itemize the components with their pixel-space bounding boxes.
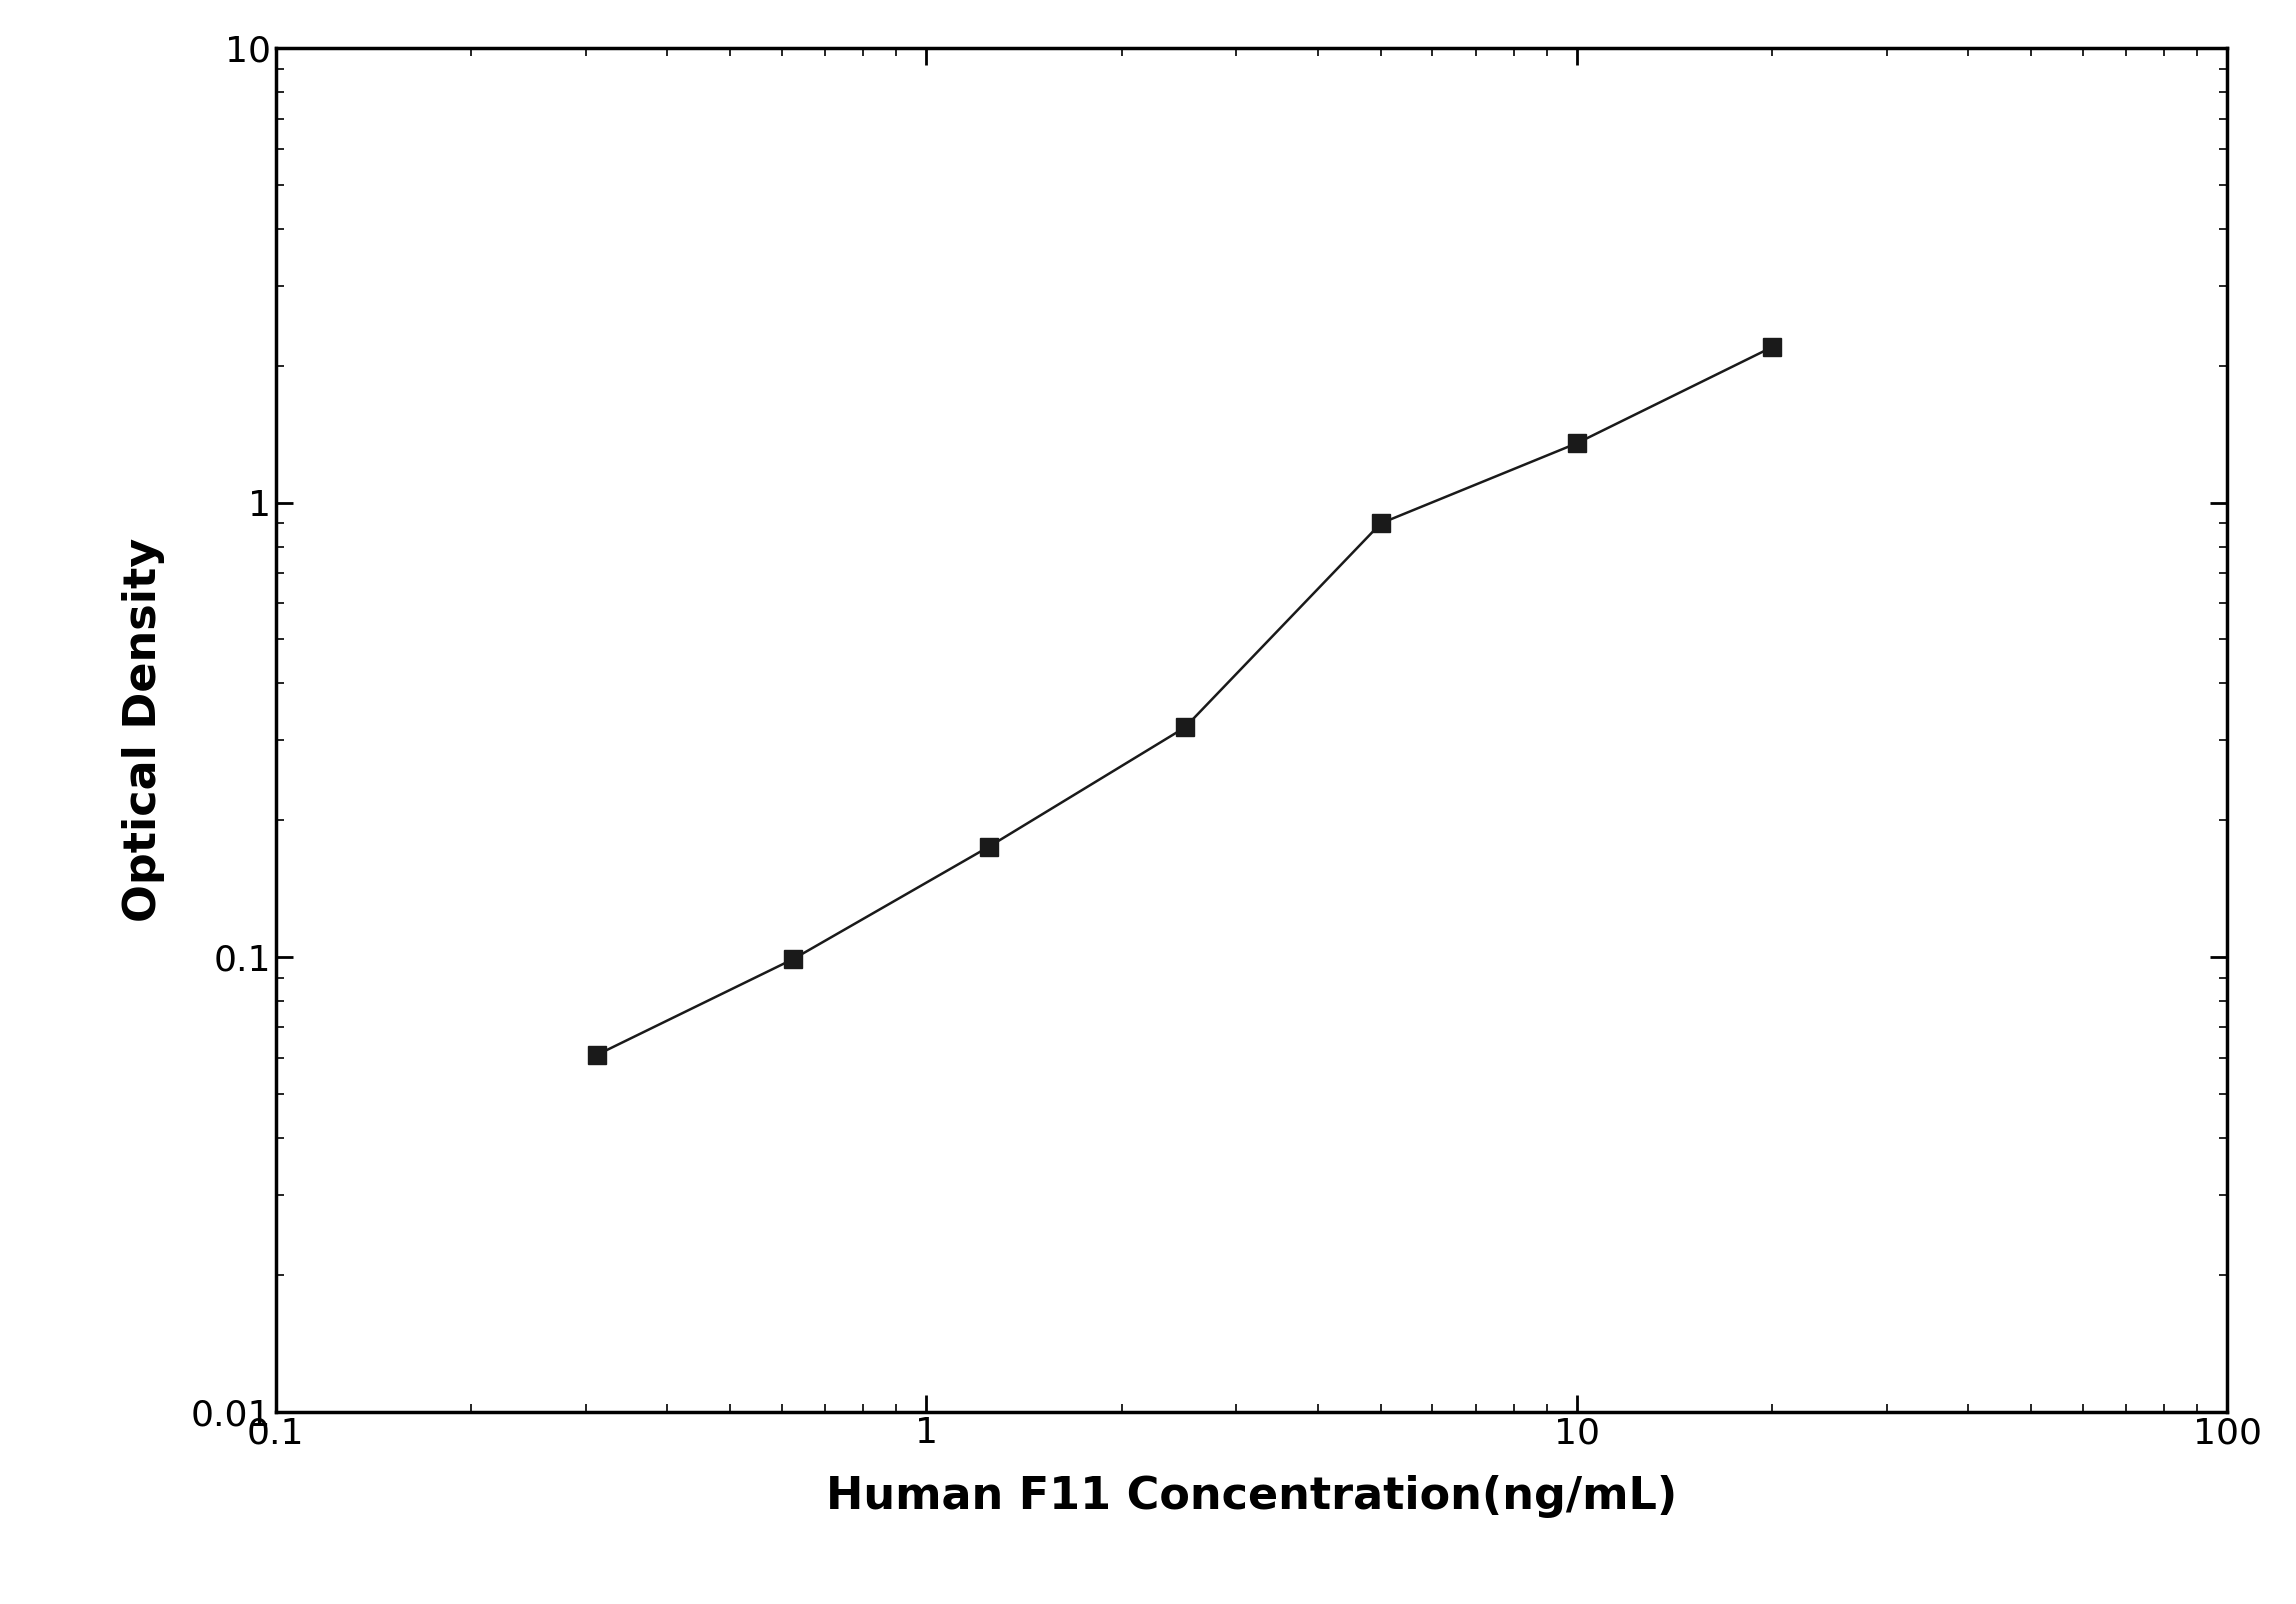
X-axis label: Human F11 Concentration(ng/mL): Human F11 Concentration(ng/mL) xyxy=(827,1476,1676,1519)
Y-axis label: Optical Density: Optical Density xyxy=(122,537,165,922)
